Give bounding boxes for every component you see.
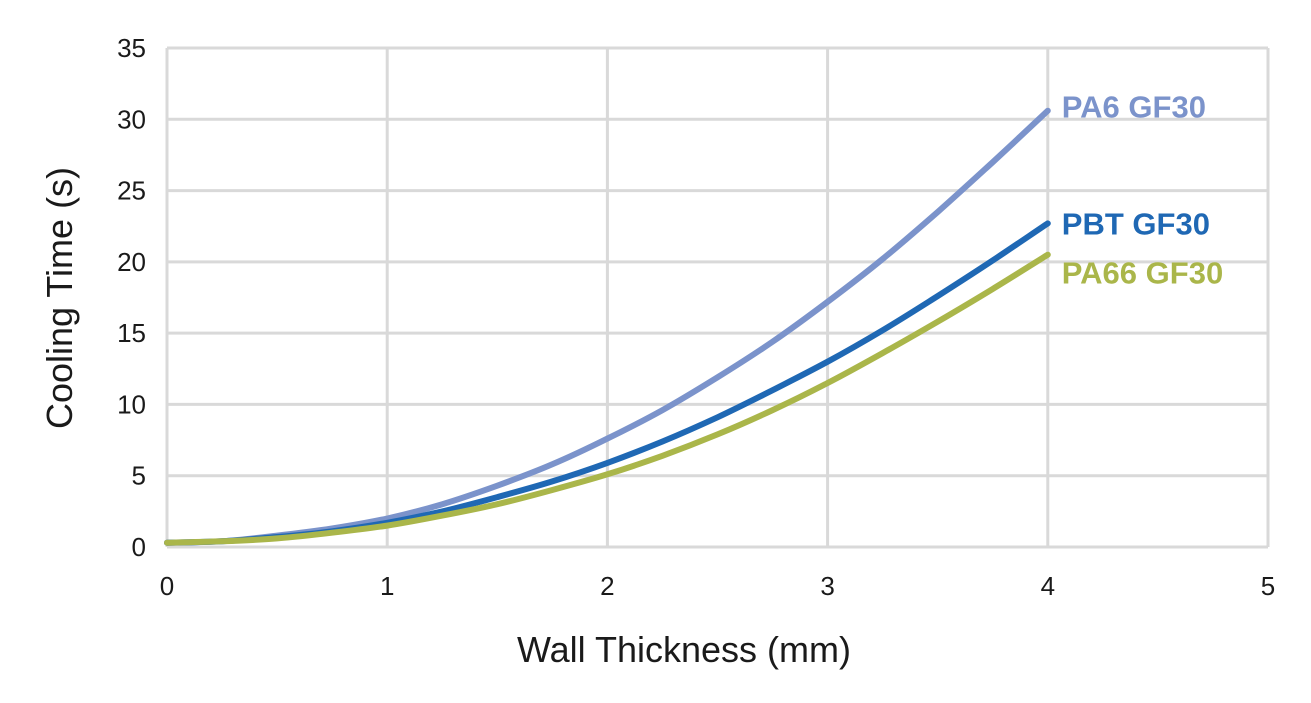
x-tick-label: 4 xyxy=(1041,571,1055,601)
y-tick-label: 25 xyxy=(117,176,146,206)
x-tick-label: 1 xyxy=(380,571,394,601)
y-tick-label: 20 xyxy=(117,247,146,277)
y-tick-label: 35 xyxy=(117,33,146,63)
series-label-pa6-gf30: PA6 GF30 xyxy=(1062,90,1206,125)
x-tick-label: 2 xyxy=(600,571,614,601)
y-axis-title: Cooling Time (s) xyxy=(39,167,80,429)
x-axis-ticks: 0 1 2 3 4 5 xyxy=(160,571,1275,601)
series-label-pa66-gf30: PA66 GF30 xyxy=(1062,256,1223,291)
y-tick-label: 0 xyxy=(132,532,146,562)
grid xyxy=(165,46,1270,549)
y-tick-label: 30 xyxy=(117,104,146,134)
series-label-pbt-gf30: PBT GF30 xyxy=(1062,206,1210,241)
x-axis-title: Wall Thickness (mm) xyxy=(517,629,851,670)
y-axis-ticks: 0 5 10 15 20 25 30 35 xyxy=(117,33,146,562)
x-tick-label: 3 xyxy=(820,571,834,601)
x-tick-label: 5 xyxy=(1261,571,1275,601)
x-tick-label: 0 xyxy=(160,571,174,601)
y-tick-label: 5 xyxy=(132,461,146,491)
series-line-pa66-gf30 xyxy=(164,251,1051,546)
y-tick-label: 15 xyxy=(117,318,146,348)
y-tick-label: 10 xyxy=(117,389,146,419)
series-labels: PA6 GF30 PBT GF30 PA66 GF30 xyxy=(1062,90,1223,291)
series-lines xyxy=(164,107,1051,546)
